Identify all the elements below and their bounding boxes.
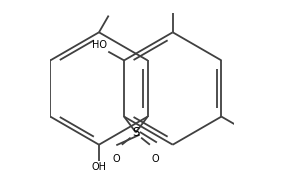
Text: OH: OH xyxy=(91,162,106,172)
Text: S: S xyxy=(132,126,139,139)
Text: O: O xyxy=(151,154,159,164)
Text: HO: HO xyxy=(91,40,106,50)
Text: O: O xyxy=(113,154,120,164)
